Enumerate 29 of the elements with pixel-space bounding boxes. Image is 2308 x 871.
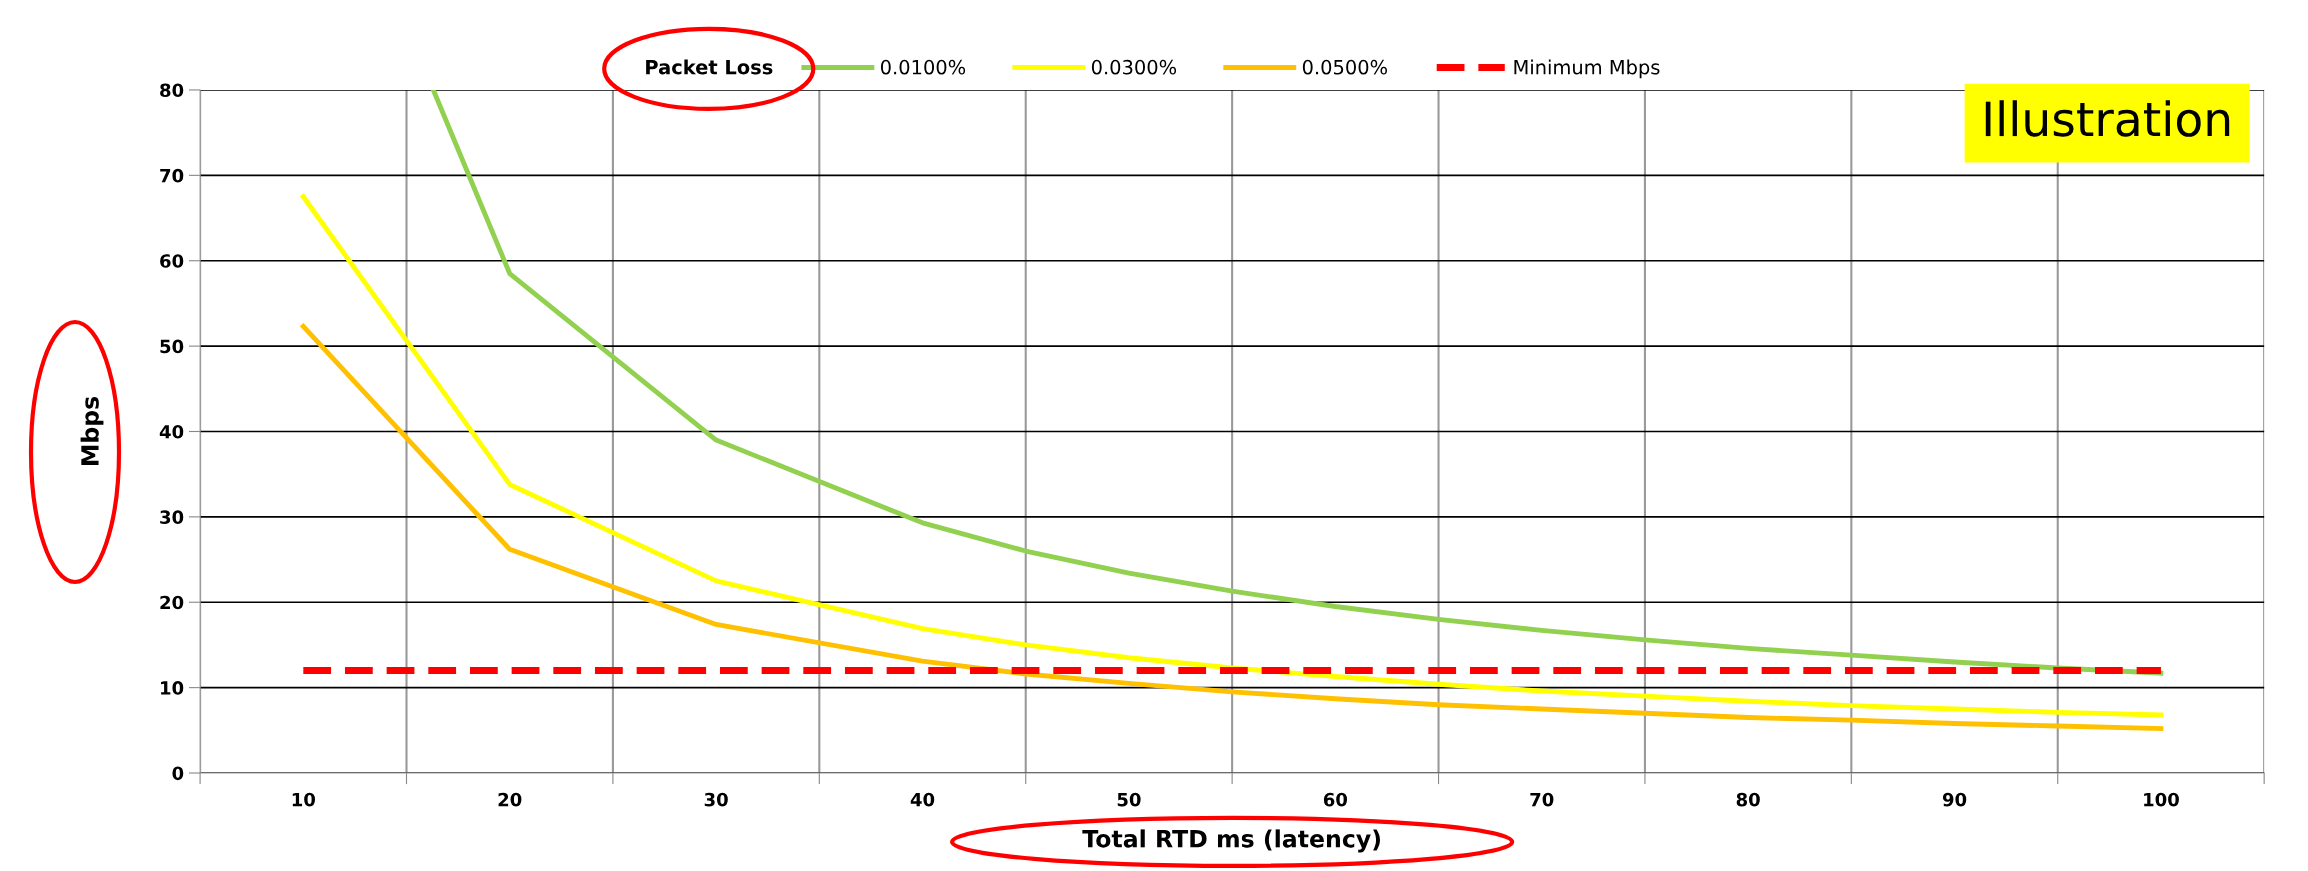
x-tick-label: 20 [498, 792, 522, 807]
y-tick-label: 30 [160, 510, 184, 524]
x-axis-title: Total RTD ms (latency) [1082, 829, 1380, 853]
y-tick-label: 80 [160, 83, 184, 98]
x-tick-label: 90 [1942, 792, 1967, 807]
y-tick-label: 60 [160, 254, 184, 268]
x-tick-label: 80 [1736, 792, 1760, 807]
legend-title: Packet Loss [646, 59, 773, 75]
y-tick-label: 70 [160, 168, 184, 183]
legend-label: 0.0500% [1302, 59, 1388, 75]
y-tick-label: 10 [161, 681, 184, 695]
x-tick-label: 40 [910, 792, 935, 807]
y-tick-label: 40 [159, 424, 184, 439]
legend-label: Minimum Mbps [1514, 59, 1660, 79]
x-tick-label: 70 [1530, 792, 1554, 807]
y-tick-label: 20 [160, 595, 184, 610]
x-tick-label: 60 [1323, 792, 1348, 807]
x-tick-label: 10 [292, 792, 316, 807]
legend-label: 0.0100% [880, 59, 966, 75]
x-tick-label: 30 [704, 792, 728, 807]
x-tick-label: 100 [2144, 792, 2179, 807]
annotation: Illustration [1985, 100, 2230, 137]
y-axis-title: Mbps [80, 396, 104, 465]
y-tick-label: 0 [172, 766, 184, 781]
x-tick-label: 50 [1117, 792, 1141, 807]
line-series [300, 194, 2164, 718]
legend-label: 0.0300% [1091, 59, 1177, 75]
y-tick-label: 50 [160, 339, 184, 354]
line-series [300, 324, 2164, 732]
